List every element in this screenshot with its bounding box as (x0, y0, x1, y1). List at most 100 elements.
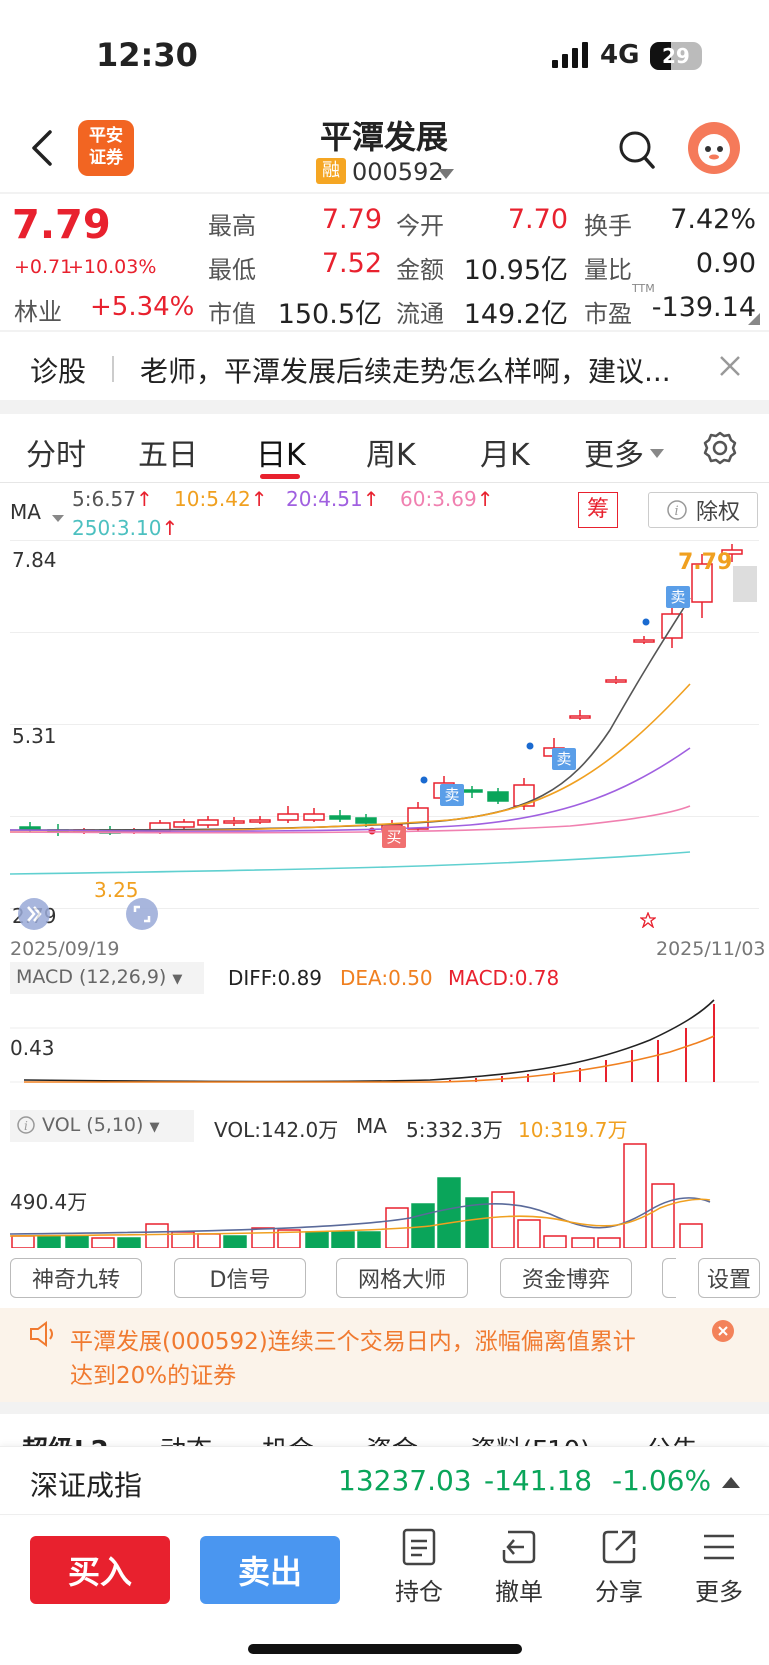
share-icon (602, 1530, 636, 1564)
candle-body (19, 826, 41, 830)
ma-line (10, 747, 691, 832)
ma60-value: 60:3.69↑ (400, 487, 494, 511)
candle-body (691, 563, 713, 603)
stat-volratio-value: 0.90 (695, 248, 756, 279)
tab-intraday[interactable]: 分时 (26, 438, 86, 473)
stat-amount-label: 金额 (396, 256, 444, 284)
signal-icon (552, 42, 592, 74)
exright-button[interactable]: i 除权 (648, 492, 758, 528)
position-icon (402, 1528, 436, 1566)
vol-axis-label: 490.4万 (10, 1190, 88, 1214)
diagnose-divider (112, 356, 114, 382)
sector-name[interactable]: 林业 (14, 298, 62, 326)
candle-body (277, 813, 299, 821)
sell-button[interactable]: 卖出 (200, 1536, 340, 1604)
stat-amount-value: 10.95亿 (463, 255, 568, 286)
stat-turnover-label: 换手 (584, 212, 632, 240)
stat-open-value: 7.70 (507, 204, 568, 235)
tool-magic-nine[interactable]: 神奇九转 (10, 1258, 142, 1298)
buy-button[interactable]: 买入 (30, 1536, 170, 1604)
sell-marker-2: 卖 (552, 748, 576, 770)
stat-float-value: 149.2亿 (463, 299, 568, 330)
ma-label[interactable]: MA (10, 500, 41, 524)
settings-gear-icon[interactable] (702, 430, 738, 470)
stat-low-label: 最低 (208, 256, 256, 284)
tab-more[interactable]: 更多 (584, 438, 644, 473)
volume-bar (679, 1223, 703, 1248)
kline-chart[interactable] (10, 540, 759, 932)
volume-bar (651, 1183, 675, 1248)
fullscreen-button[interactable] (126, 898, 158, 930)
volume-bar (623, 1143, 647, 1248)
tool-settings[interactable]: 设置 (698, 1258, 760, 1298)
candle-body (605, 679, 627, 683)
more-chevron-icon[interactable] (650, 444, 664, 463)
candle-body (329, 815, 351, 820)
expand-corner-icon[interactable] (748, 310, 760, 329)
more-action[interactable]: 更多 (684, 1528, 754, 1607)
event-star-icon[interactable] (639, 911, 657, 932)
tab-weekly-k[interactable]: 周K (366, 438, 416, 473)
stat-low-value: 7.52 (321, 248, 382, 279)
share-action[interactable]: 分享 (584, 1528, 654, 1607)
expand-up-icon[interactable] (722, 1474, 740, 1493)
last-price-label: 7.79 (678, 550, 733, 575)
position-action[interactable]: 持仓 (384, 1528, 454, 1607)
price-axis-mid: 5.31 (12, 724, 57, 748)
status-time: 12:30 (96, 36, 198, 74)
macd-diff: DIFF:0.89 (228, 966, 323, 990)
index-bar[interactable] (0, 1446, 769, 1514)
candle-body (513, 784, 535, 807)
stock-code[interactable]: 000592 (352, 158, 444, 186)
sector-change[interactable]: +5.34% (90, 292, 195, 322)
tool-partial[interactable] (662, 1258, 676, 1298)
ma5-value: 5:6.57↑ (72, 487, 153, 511)
macd-selector[interactable]: MACD (12,26,9) ▼ (10, 962, 204, 994)
tool-grid-master[interactable]: 网格大师 (336, 1258, 468, 1298)
info-icon: i (17, 1116, 35, 1134)
vol-ma5: 5:332.3万 (406, 1118, 503, 1142)
signal-dot (420, 776, 428, 784)
volume-chart[interactable] (10, 1142, 759, 1248)
vol-ma10: 10:319.7万 (518, 1118, 628, 1142)
vol-ma10-line (10, 1198, 711, 1237)
tool-fund-game[interactable]: 资金博弈 (500, 1258, 632, 1298)
volume-bar (277, 1229, 301, 1248)
back-icon[interactable] (28, 128, 54, 172)
assistant-avatar[interactable] (688, 122, 740, 174)
search-icon[interactable] (618, 130, 656, 174)
svg-text:i: i (674, 504, 678, 519)
broker-logo: 平安 证券 (78, 120, 134, 176)
cancel-order-action[interactable]: 撤单 (484, 1528, 554, 1607)
diagnose-question[interactable]: 老师，平潭发展后续走势怎么样啊，建议... (140, 355, 671, 388)
signal-dot (526, 742, 534, 750)
tab-five-day[interactable]: 五日 (138, 438, 198, 473)
current-price: 7.79 (12, 202, 111, 248)
vol-selector[interactable]: i VOL (5,10) ▼ (10, 1110, 194, 1142)
volume-bar (223, 1235, 247, 1248)
scroll-left-button[interactable] (18, 898, 50, 930)
ma-dropdown-icon[interactable] (52, 508, 64, 527)
candle-body (249, 819, 271, 823)
chart-scrollbar[interactable] (733, 566, 757, 602)
home-indicator (248, 1644, 522, 1654)
notice-close-icon[interactable] (712, 1320, 734, 1342)
chip-button[interactable]: 筹 (578, 492, 618, 528)
battery-icon: 29 (650, 42, 702, 70)
macd-chart[interactable] (10, 994, 759, 1098)
close-icon[interactable] (718, 354, 742, 382)
margin-tag: 融 (316, 158, 346, 184)
notice-line-2: 达到20%的证券 (70, 1363, 237, 1389)
svg-text:i: i (24, 1119, 28, 1133)
notice-banner[interactable] (0, 1308, 769, 1402)
tool-d-signal[interactable]: D信号 (174, 1258, 306, 1298)
vol-ma-label: MA (356, 1114, 387, 1138)
tab-monthly-k[interactable]: 月K (480, 438, 530, 473)
vol-ma5-line (10, 1197, 711, 1235)
ma-line (10, 851, 691, 875)
menu-icon (704, 1534, 734, 1560)
chevron-down-icon[interactable] (438, 166, 454, 185)
diagnose-label[interactable]: 诊股 (30, 355, 87, 388)
tab-daily-k[interactable]: 日K (256, 438, 306, 473)
candle-body (355, 817, 377, 824)
